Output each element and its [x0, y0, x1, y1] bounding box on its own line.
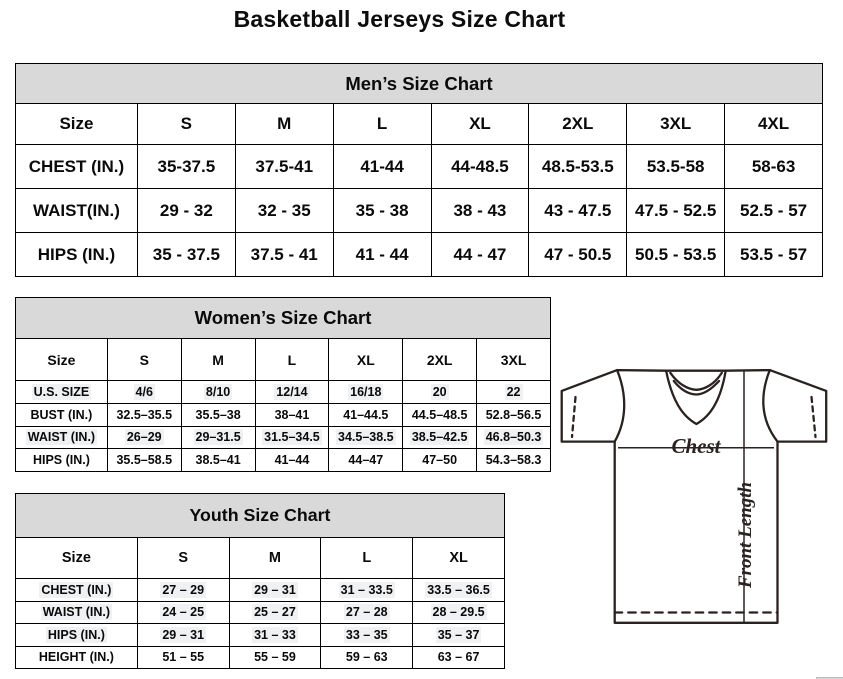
svg-text:Front Length: Front Length [735, 482, 756, 589]
svg-text:Chest: Chest [671, 434, 721, 458]
